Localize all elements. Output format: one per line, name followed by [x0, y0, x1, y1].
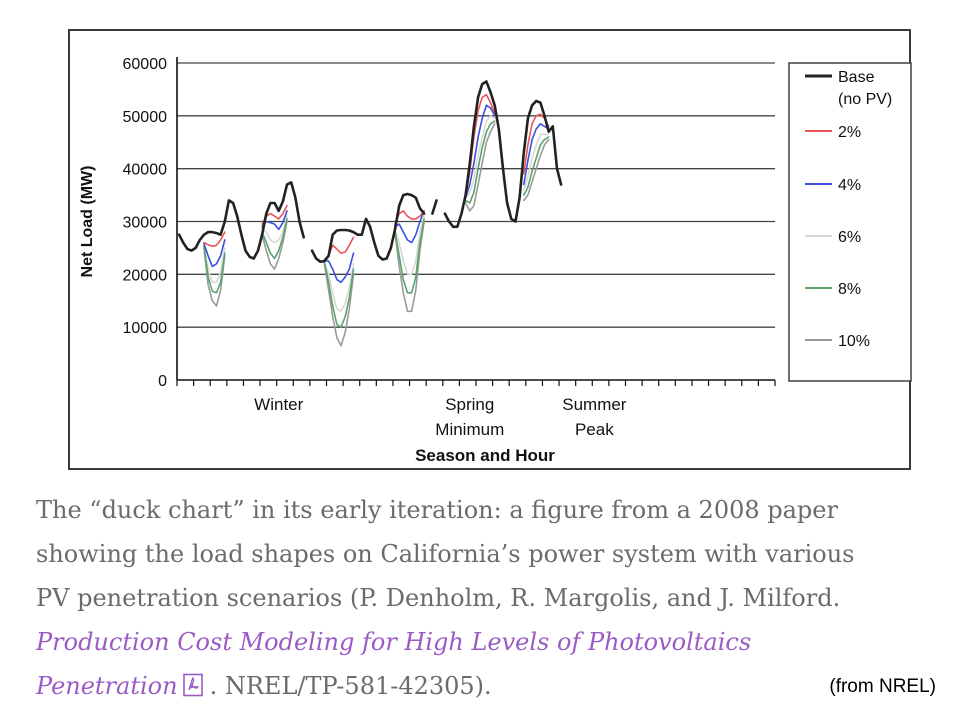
series-line-2-	[203, 93, 550, 261]
legend-label: 8%	[838, 281, 861, 298]
source-note: (from NREL)	[829, 676, 936, 697]
y-axis-title: Net Load (MW)	[79, 166, 96, 278]
y-tick-label: 20000	[123, 267, 168, 284]
legend-label: Base	[838, 69, 875, 86]
series-line-6-	[203, 115, 550, 313]
x-axis-title: Season and Hour	[415, 446, 555, 465]
legend-label: 6%	[838, 229, 861, 246]
legend-label: 2%	[838, 124, 861, 141]
x-category-label: Summer	[562, 395, 627, 414]
y-tick-label: 30000	[123, 215, 168, 232]
x-category-label: Minimum	[435, 420, 504, 439]
series-line-base-no-pv-	[177, 80, 563, 263]
legend-label: 10%	[838, 333, 870, 350]
x-category-label: Spring	[445, 395, 494, 414]
report-link-part-1[interactable]: Production Cost Modeling for High Levels…	[36, 628, 752, 656]
series-line-8-	[203, 120, 550, 328]
y-tick-label: 40000	[123, 162, 168, 179]
caption-line-2: showing the load shapes on California’s …	[36, 540, 855, 568]
pdf-file-icon[interactable]	[182, 667, 204, 711]
series-line-10-	[203, 123, 550, 347]
legend-label-line-2: (no PV)	[838, 91, 892, 108]
duck-chart: 0 10000 20000 30000 40000 50000 60000 Winter Spr…	[79, 56, 912, 465]
legend-label: 4%	[838, 177, 861, 194]
x-category-label: Peak	[575, 420, 614, 439]
y-tick-label: 10000	[123, 320, 168, 337]
figure-frame: 0 10000 20000 30000 40000 50000 60000 Winter Spr…	[68, 29, 912, 470]
caption-line-4: Production Cost Modeling for High Levels…	[36, 620, 936, 664]
figure-caption: The “duck chart” in its early iteration:…	[36, 488, 936, 711]
report-link-part-2[interactable]: Penetration	[36, 672, 178, 700]
y-tick-label: 0	[158, 373, 167, 390]
caption-line-3: PV penetration scenarios (P. Denholm, R.…	[36, 584, 841, 612]
y-tick-label: 50000	[123, 109, 168, 126]
caption-line-5: Penetration . NREL/TP-581-42305).	[36, 664, 936, 711]
y-tick-label: 60000	[123, 56, 168, 73]
legend-box	[788, 62, 912, 382]
series-line-4-	[203, 104, 550, 284]
report-number: . NREL/TP-581-42305).	[209, 672, 492, 700]
x-category-label: Winter	[254, 395, 303, 414]
caption-line-1: The “duck chart” in its early iteration:…	[36, 496, 838, 524]
